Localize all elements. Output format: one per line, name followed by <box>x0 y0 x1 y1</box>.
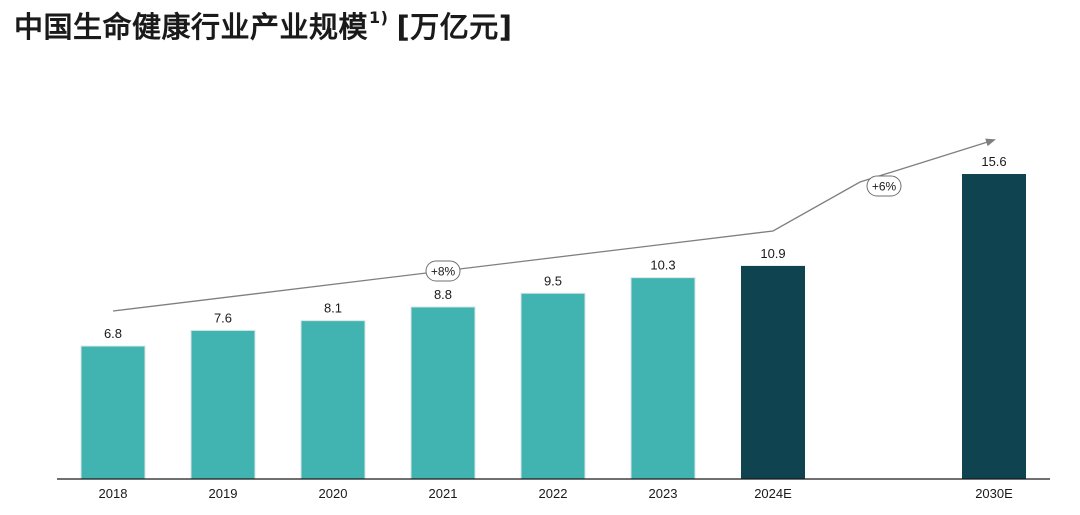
value-label-2018: 6.8 <box>104 326 122 341</box>
title-unit: [万亿元] <box>396 10 513 44</box>
cagr-badge-2018-2024-pill <box>425 260 461 282</box>
value-label-2020: 8.1 <box>324 301 342 316</box>
chart-title-text: 中国生命健康行业产业规模 <box>14 10 369 44</box>
cagr-badge-2024-2030-label: +6% <box>872 180 897 194</box>
x-tick-label-2023: 2023 <box>649 486 678 501</box>
chart-title: 中国生命健康行业产业规模1) [万亿元] <box>14 4 512 46</box>
x-tick-label-2024E: 2024E <box>754 486 792 501</box>
cagr-badge-2024-2030: +6% <box>866 175 902 197</box>
x-tick-label-2018: 2018 <box>99 486 128 501</box>
bar-2024E <box>741 265 805 479</box>
bar-2022 <box>520 292 586 480</box>
x-tick-label-2021: 2021 <box>429 486 458 501</box>
cagr-badge-2018-2024: +8% <box>425 260 461 282</box>
bar-2030E <box>962 174 1026 479</box>
value-label-2022: 9.5 <box>544 273 562 288</box>
value-label-2024E: 10.9 <box>760 246 785 261</box>
x-tick-label-2030E: 2030E <box>975 486 1013 501</box>
x-tick-label-2020: 2020 <box>319 486 348 501</box>
cagr-badge-2024-2030-pill <box>866 175 902 197</box>
cagr-badge-2018-2024-label: +8% <box>431 265 456 279</box>
value-label-2023: 10.3 <box>650 258 675 273</box>
title-footnote: 1) <box>369 8 389 27</box>
value-label-2019: 7.6 <box>214 310 232 325</box>
bar-2018 <box>80 345 146 480</box>
value-label-2021: 8.8 <box>434 287 452 302</box>
x-tick-label-2019: 2019 <box>209 486 238 501</box>
value-label-2030E: 15.6 <box>981 154 1006 169</box>
x-tick-label-2022: 2022 <box>539 486 568 501</box>
bar-2021 <box>410 306 476 480</box>
bar-2020 <box>300 320 366 480</box>
bar-2019 <box>190 329 256 480</box>
bar-2023 <box>630 277 696 480</box>
